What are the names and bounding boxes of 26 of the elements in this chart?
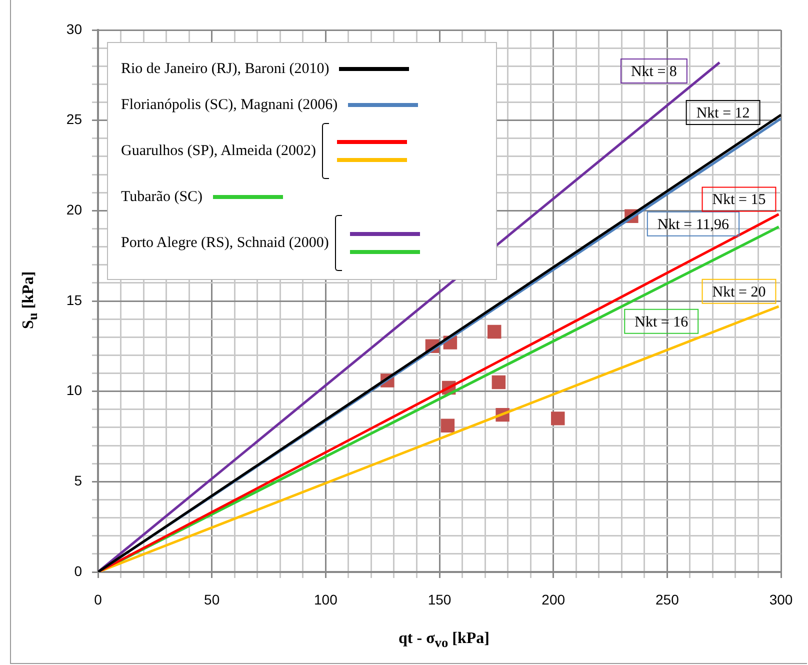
legend-label: Tubarão (SC) (121, 188, 203, 206)
y-tick-label: 5 (74, 472, 82, 489)
annotation: Nkt = 12 (696, 105, 750, 122)
legend-label: Florianópolis (SC), Magnani (2006) (121, 96, 338, 114)
x-tick-label: 0 (94, 591, 102, 608)
x-tick-label: 200 (542, 591, 566, 608)
annotation: Nkt = 15 (712, 192, 766, 208)
y-tick-label: 20 (66, 202, 82, 218)
x-tick-label: 50 (204, 591, 220, 608)
legend-label: Rio de Janeiro (RJ), Baroni (2010) (121, 60, 330, 78)
x-tick-label: 250 (655, 591, 680, 608)
y-tick-label: 10 (66, 382, 82, 398)
annotation: Nkt = 11,96 (657, 216, 730, 233)
legend-label: Porto Alegre (RS), Schnaid (2000) (121, 234, 329, 252)
x-axis-title: qt - σ$_{vo}$ [kPa] (398, 630, 490, 652)
y-tick-label: 15 (66, 292, 82, 308)
x-tick-label: 150 (428, 591, 452, 608)
y-tick-label: 0 (74, 562, 82, 579)
annotation: Nkt = 8 (630, 64, 677, 80)
annotation: Nkt = 20 (712, 284, 766, 300)
x-tick-label: 300 (769, 591, 793, 608)
y-tick-label: 30 (66, 20, 82, 37)
annotation: Nkt = 16 (634, 314, 689, 330)
x-tick-label: 100 (314, 591, 338, 608)
legend-label: Guarulhos (SP), Almeida (2002) (121, 142, 316, 160)
y-tick-label: 25 (66, 111, 82, 128)
